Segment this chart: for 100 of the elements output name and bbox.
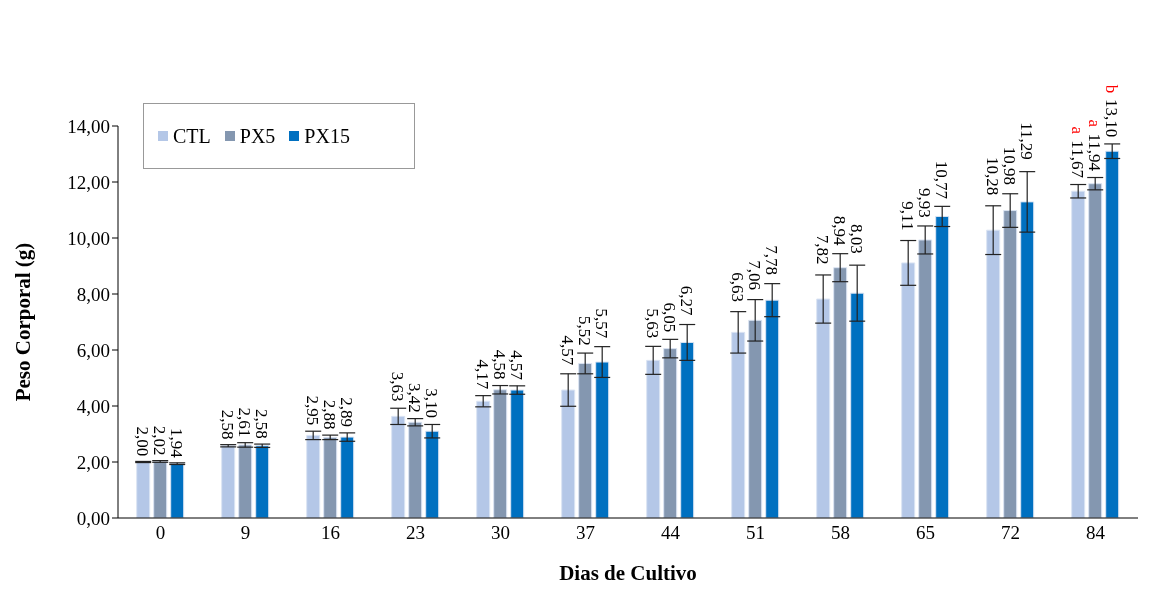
bar [1088,183,1103,518]
data-label: 4,57 [558,335,578,366]
bar [1003,210,1018,518]
data-label: 10,77 [932,160,952,200]
bar [561,389,576,518]
data-label: 2,58 [252,408,272,439]
bar [765,299,780,518]
bar [153,460,168,518]
bar [255,445,270,518]
bar [323,436,338,518]
data-label: 4,17 [473,359,493,390]
data-label: 5,57 [592,308,612,339]
data-label: 5,52 [575,316,595,346]
data-label: 5,63 [643,308,663,339]
data-label: 11,67 [1068,140,1088,179]
bar [1105,150,1120,518]
legend-label: CTL [172,124,211,148]
data-label: 9,11 [898,201,918,231]
data-label: 11,29 [1017,122,1037,160]
data-label: 11,94 [1085,133,1105,172]
data-label: 9,93 [915,188,935,218]
bar [646,359,661,518]
bar [221,445,236,518]
data-label: 6,27 [677,285,697,316]
data-label: 8,03 [847,224,867,254]
x-tick-label: 65 [916,522,935,544]
bar [238,444,253,518]
data-label: 4,57 [507,350,527,381]
data-label: 2,95 [303,395,323,426]
annotation: a [1085,119,1105,128]
bar [340,436,355,518]
bar [1020,201,1035,518]
y-tick-label: 14,00 [67,115,110,137]
y-tick-label: 10,00 [67,227,110,249]
bar [425,430,440,518]
x-tick-label: 9 [240,522,251,544]
data-label: 13,10 [1102,99,1122,138]
data-label: 6,63 [728,272,748,302]
data-label: 2,89 [337,397,357,427]
x-tick-label: 51 [746,522,765,544]
data-label: 2,58 [218,409,238,440]
bar [731,331,746,518]
bar [476,400,491,518]
bar [391,415,406,518]
data-label: 6,05 [660,302,680,333]
bar [578,362,593,518]
data-label: 2,88 [320,399,340,430]
x-tick-label: 37 [576,522,595,544]
data-label: 2,61 [235,407,255,438]
text: b [1102,84,1122,94]
y-tick-label: 6,00 [76,339,110,361]
bar [748,319,763,518]
data-label: 4,58 [490,349,510,380]
bar [680,341,695,518]
legend-label: PX15 [303,124,350,148]
bar [493,389,508,518]
bar [136,461,151,518]
data-label: 3,10 [422,388,442,418]
bar [918,239,933,518]
legend-label: PX5 [238,124,276,148]
data-label: 2,02 [150,425,170,456]
data-label: 7,06 [745,260,765,290]
x-tick-label: 16 [321,522,340,544]
data-label: 7,82 [813,234,833,265]
x-tick-label: 0 [155,522,166,544]
bar [816,298,831,518]
data-label: 7,78 [762,245,782,275]
y-axis-title: Peso Corporal (g) [11,242,36,402]
data-label: 1,94 [167,427,187,459]
bar [663,348,678,518]
y-tick-label: 4,00 [76,395,110,417]
bar [986,229,1001,518]
data-label: 3,63 [388,371,408,402]
y-tick-label: 8,00 [76,283,110,305]
data-label: 10,28 [983,157,1003,196]
bar [510,389,525,518]
x-tick-label: 23 [406,522,425,544]
x-tick-label: 44 [661,522,681,544]
y-tick-label: 0,00 [76,507,110,529]
x-tick-label: 58 [831,522,850,544]
bar [935,215,950,518]
bar [833,267,848,518]
data-label: 8,94 [830,215,850,247]
bar [901,262,916,518]
x-tick-label: 30 [491,522,510,544]
x-axis-title: Dias de Cultivo [559,561,697,585]
x-tick-label: 84 [1086,522,1106,544]
bar [170,463,185,518]
bar [850,292,865,518]
annotation: a [1068,126,1088,135]
bar [1071,190,1086,518]
data-label: 10,98 [1000,146,1020,185]
y-tick-label: 2,00 [76,451,110,473]
data-label: 2,00 [133,426,153,457]
bar [306,434,321,518]
bar [595,361,610,518]
x-tick-label: 72 [1001,522,1020,544]
y-tick-label: 12,00 [67,171,110,193]
data-label: 3,42 [405,383,425,413]
bar [408,421,423,518]
